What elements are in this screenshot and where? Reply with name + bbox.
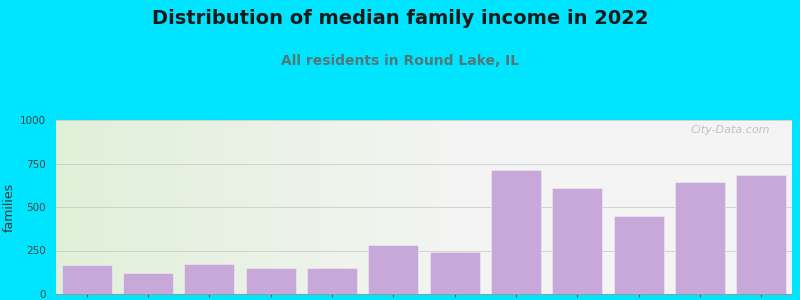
Bar [185, 120, 191, 294]
Bar [123, 120, 130, 294]
Bar [258, 120, 265, 294]
Bar [184, 264, 234, 294]
Bar [228, 120, 234, 294]
Bar [479, 120, 486, 294]
Bar [93, 120, 99, 294]
Bar [461, 120, 467, 294]
Bar [283, 120, 289, 294]
Bar [307, 120, 314, 294]
Bar [56, 120, 62, 294]
Bar [277, 120, 283, 294]
Bar [362, 120, 369, 294]
Text: Distribution of median family income in 2022: Distribution of median family income in … [152, 9, 648, 28]
Bar [368, 245, 418, 294]
Bar [302, 120, 307, 294]
Y-axis label: families: families [3, 182, 16, 232]
Bar [270, 120, 277, 294]
Bar [203, 120, 210, 294]
Bar [614, 216, 664, 294]
Bar [173, 120, 178, 294]
Bar [81, 120, 86, 294]
Bar [222, 120, 228, 294]
Bar [215, 120, 222, 294]
Bar [191, 120, 197, 294]
Bar [454, 120, 461, 294]
Bar [528, 120, 534, 294]
Bar [552, 188, 602, 294]
Bar [136, 120, 142, 294]
Bar [197, 120, 203, 294]
Bar [234, 120, 240, 294]
Bar [111, 120, 118, 294]
Bar [148, 120, 154, 294]
Bar [442, 120, 449, 294]
Bar [736, 175, 786, 294]
Bar [375, 120, 381, 294]
Bar [332, 120, 338, 294]
Bar [246, 268, 296, 294]
Bar [430, 252, 480, 294]
Bar [473, 120, 479, 294]
Bar [498, 120, 504, 294]
Bar [62, 265, 112, 294]
Bar [68, 120, 74, 294]
Bar [130, 120, 136, 294]
Bar [424, 120, 430, 294]
Bar [504, 120, 510, 294]
Bar [307, 268, 357, 294]
Bar [399, 120, 406, 294]
Bar [449, 120, 454, 294]
Bar [369, 120, 375, 294]
Bar [406, 120, 412, 294]
Bar [326, 120, 332, 294]
Bar [289, 120, 295, 294]
Text: All residents in Round Lake, IL: All residents in Round Lake, IL [281, 54, 519, 68]
Bar [166, 120, 173, 294]
Bar [381, 120, 387, 294]
Bar [314, 120, 320, 294]
Bar [210, 120, 215, 294]
Bar [99, 120, 105, 294]
Bar [436, 120, 442, 294]
Bar [320, 120, 326, 294]
Bar [510, 120, 516, 294]
Bar [62, 120, 68, 294]
Bar [160, 120, 166, 294]
Bar [142, 120, 148, 294]
Bar [118, 120, 123, 294]
Bar [246, 120, 252, 294]
Bar [675, 182, 725, 294]
Bar [412, 120, 418, 294]
Bar [265, 120, 270, 294]
Bar [56, 120, 792, 294]
Text: City-Data.com: City-Data.com [690, 125, 770, 135]
Bar [344, 120, 350, 294]
Bar [486, 120, 491, 294]
Bar [178, 120, 185, 294]
Bar [467, 120, 473, 294]
Bar [418, 120, 424, 294]
Bar [105, 120, 111, 294]
Bar [491, 170, 541, 294]
Bar [295, 120, 302, 294]
Bar [240, 120, 246, 294]
Bar [387, 120, 394, 294]
Bar [350, 120, 357, 294]
Bar [86, 120, 93, 294]
Bar [522, 120, 528, 294]
Bar [541, 120, 546, 294]
Bar [123, 273, 173, 294]
Bar [154, 120, 160, 294]
Bar [534, 120, 541, 294]
Bar [252, 120, 258, 294]
Bar [430, 120, 436, 294]
Bar [491, 120, 498, 294]
Bar [394, 120, 399, 294]
Bar [516, 120, 522, 294]
Bar [338, 120, 344, 294]
Bar [74, 120, 81, 294]
Bar [357, 120, 362, 294]
